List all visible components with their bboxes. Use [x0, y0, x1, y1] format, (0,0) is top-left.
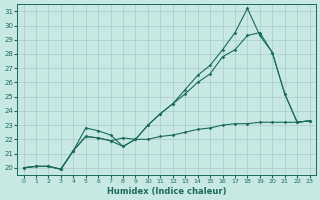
- X-axis label: Humidex (Indice chaleur): Humidex (Indice chaleur): [107, 187, 226, 196]
